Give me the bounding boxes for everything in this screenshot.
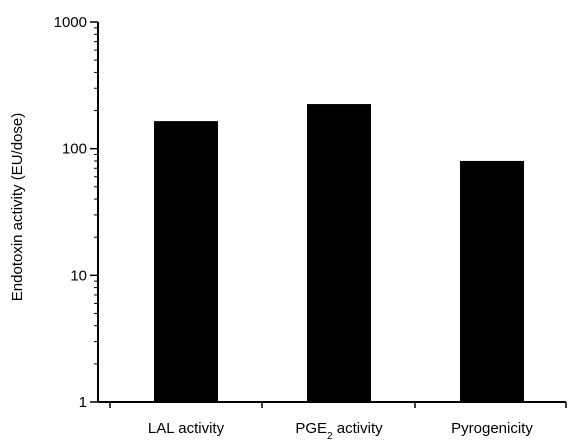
- y-axis-title: Endotoxin activity (EU/dose): [9, 113, 26, 301]
- x-tick-label-3: Pyrogenicity: [451, 420, 533, 437]
- y-tick-label: 10: [70, 267, 87, 284]
- bar-1: [154, 121, 218, 402]
- y-tick-label: 1000: [54, 14, 87, 31]
- x-ticks: LAL activity PGE2 activity Pyrogenicity: [109, 402, 567, 442]
- y-tick-label: 1: [79, 394, 87, 411]
- y-tick-label: 100: [62, 141, 87, 158]
- axes: [97, 22, 566, 403]
- bar-2: [307, 104, 371, 402]
- y-ticks: 1 10 100 1000: [54, 14, 98, 411]
- bar-3: [460, 160, 524, 402]
- bars: [154, 104, 524, 402]
- x-tick-label-1: LAL activity: [148, 420, 225, 437]
- x-tick-label-2: PGE2 activity: [295, 420, 383, 442]
